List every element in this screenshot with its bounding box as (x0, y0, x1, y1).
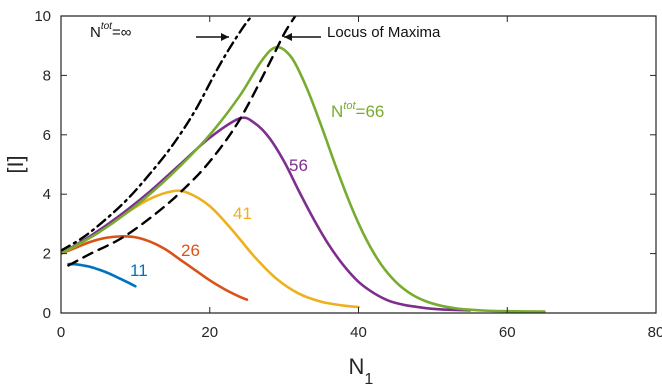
annotation-ninfinity-value: =∞ (112, 24, 132, 41)
series-label-41: 41 (233, 204, 252, 223)
plot-layer (61, 16, 656, 313)
annotation-ninfinity-superscript: tot (101, 21, 113, 32)
annotation-locus-of-maxima: Locus of Maxima (327, 24, 441, 41)
y-tick-label-6: 6 (43, 127, 51, 144)
annotation-locus-arrow-head (284, 33, 292, 41)
annotation-ninfinity-prefix: N (90, 24, 101, 41)
y-tick-label-0: 0 (43, 305, 51, 322)
series-line-ntot- (61, 16, 255, 252)
series-label-56: 56 (289, 156, 308, 175)
series-label-26: 26 (181, 241, 200, 260)
y-tick-label-10: 10 (34, 8, 51, 25)
y-tick-label-2: 2 (43, 246, 51, 263)
y-tick-label-8: 8 (43, 67, 51, 84)
series-label-66-superscript: tot (343, 100, 356, 112)
x-tick-label-60: 60 (499, 324, 516, 341)
series-label-66-prefix: N (331, 102, 343, 121)
x-tick-label-40: 40 (350, 324, 367, 341)
x-axis-label: N1 (349, 354, 374, 387)
series-line-26 (61, 235, 249, 301)
series-line-locus-of-maxima (67, 16, 297, 267)
y-tick-label-4: 4 (43, 186, 51, 203)
series-line-11 (67, 262, 137, 288)
series-label-66: Ntot=66 (331, 100, 384, 121)
y-axis-label: [Ι] (3, 155, 28, 173)
series-label-11: 11 (130, 261, 148, 280)
axis-layer: 0 20 40 60 80 0 2 4 6 8 10 (34, 8, 662, 341)
plot-background (61, 16, 656, 313)
x-tick-label-0: 0 (57, 324, 65, 341)
annotation-ninfinity-arrow-head (221, 33, 229, 41)
series-line-56 (61, 116, 472, 312)
x-tick-label-20: 20 (201, 324, 218, 341)
x-axis-label-subscript: 1 (364, 371, 373, 387)
annotation-ninfinity: Ntot=∞ (90, 21, 132, 41)
series-label-66-value: =66 (356, 102, 385, 121)
x-tick-label-80: 80 (648, 324, 662, 341)
series-line-ntot-66 (61, 45, 546, 313)
